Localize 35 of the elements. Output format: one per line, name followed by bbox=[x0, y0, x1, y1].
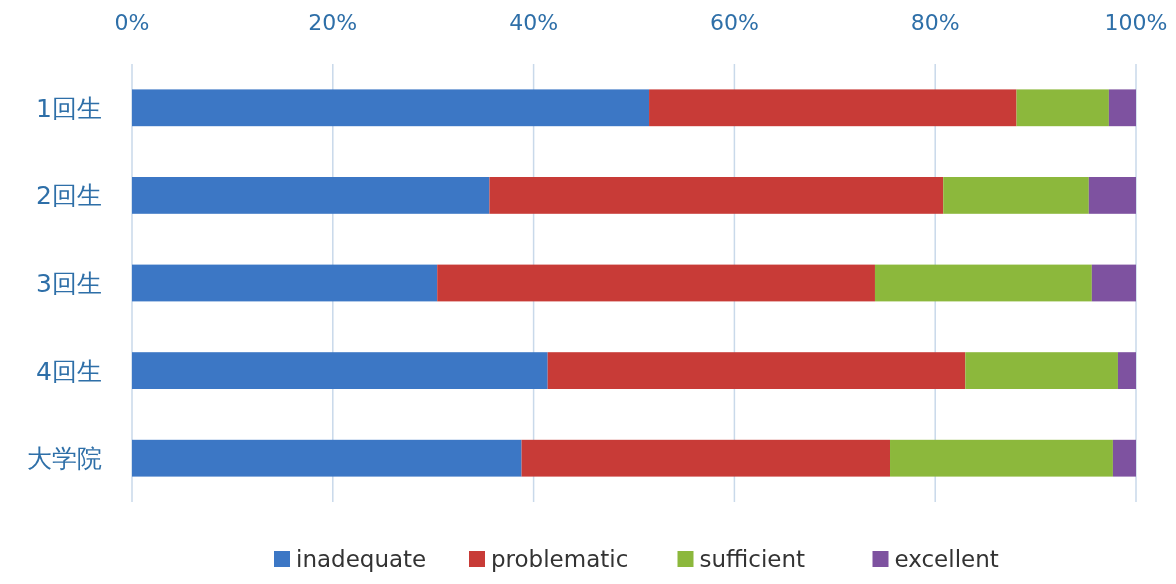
y-tick-label: 3回生 bbox=[36, 269, 102, 298]
bar bbox=[132, 177, 490, 214]
bar bbox=[1108, 89, 1136, 127]
legend-label: inadequate bbox=[296, 546, 427, 572]
legend-label: excellent bbox=[894, 546, 999, 572]
bar bbox=[132, 89, 650, 127]
bar bbox=[1016, 89, 1109, 127]
bar bbox=[1117, 352, 1136, 389]
x-tick-label: 20% bbox=[308, 10, 358, 35]
bar bbox=[943, 177, 1089, 214]
bar bbox=[132, 352, 548, 389]
bar bbox=[132, 439, 522, 477]
bar bbox=[1091, 264, 1136, 302]
bar bbox=[132, 264, 438, 302]
bar bbox=[965, 352, 1118, 389]
legend-label: problematic bbox=[491, 546, 629, 572]
bar bbox=[547, 352, 966, 389]
bar bbox=[1088, 177, 1136, 214]
x-tick-label: 40% bbox=[509, 10, 559, 35]
legend-label: sufficient bbox=[699, 546, 806, 572]
y-tick-label: 4回生 bbox=[36, 356, 102, 386]
x-tick-label: 100% bbox=[1104, 10, 1168, 35]
y-tick-label: 大学院 bbox=[27, 444, 102, 474]
y-tick-label: 1回生 bbox=[36, 93, 102, 123]
bar bbox=[489, 177, 944, 214]
x-tick-label: 60% bbox=[709, 10, 759, 35]
y-tick-label: 2回生 bbox=[36, 181, 102, 211]
bar bbox=[521, 439, 891, 477]
x-tick-label: 0% bbox=[114, 10, 150, 35]
bar bbox=[890, 439, 1113, 477]
bar bbox=[437, 264, 875, 302]
bar bbox=[649, 89, 1017, 127]
bar bbox=[874, 264, 1092, 302]
x-tick-label: 80% bbox=[910, 10, 960, 35]
bar bbox=[1112, 439, 1136, 477]
